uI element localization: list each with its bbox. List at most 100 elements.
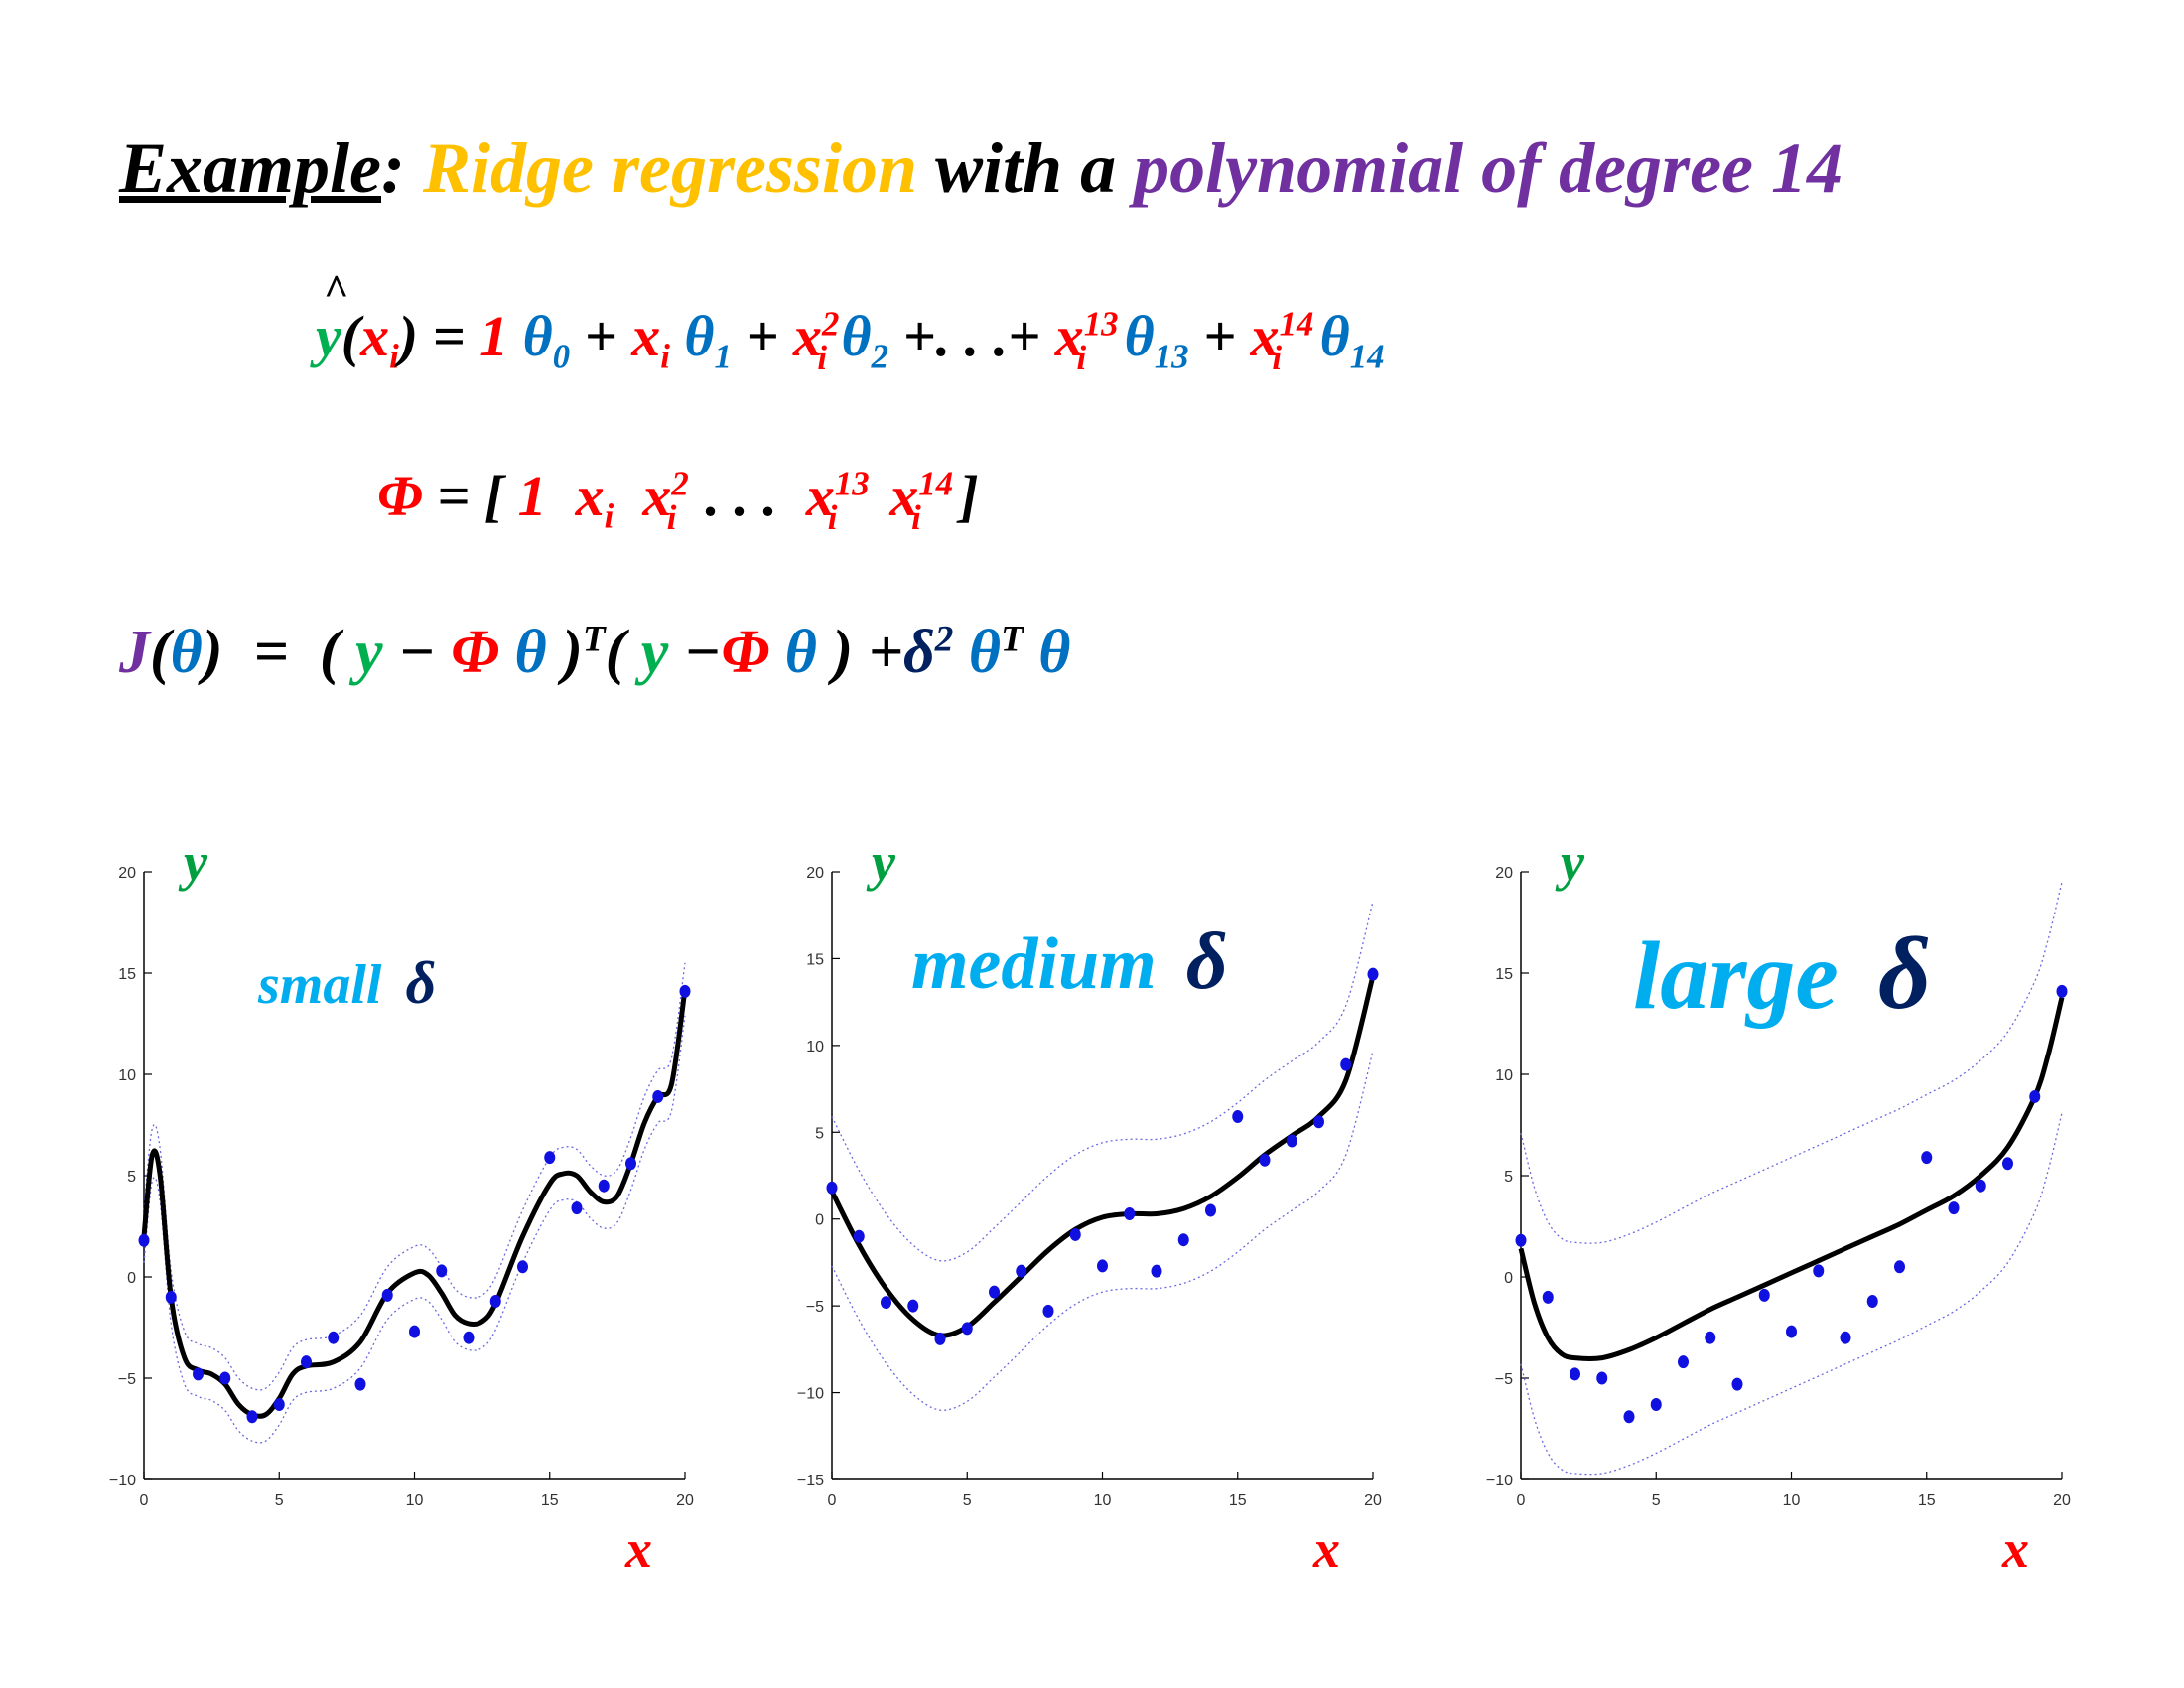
data-point (1069, 1227, 1081, 1241)
transpose-T: T (1001, 619, 1024, 660)
regularization-word: small (257, 954, 382, 1016)
lower-band (831, 1050, 1374, 1411)
x-tick-label: 10 (1783, 1492, 1801, 1509)
data-point (301, 1355, 312, 1369)
chart-panel-1: −10 −5 0 5 10 15 20 0 5 10 15 20 y x small δ (109, 832, 694, 1579)
data-point (436, 1264, 448, 1278)
y-tick-label: 5 (815, 1125, 824, 1142)
cost-equals: = (253, 619, 289, 686)
y-tick-label: 0 (127, 1270, 136, 1287)
data-point (1921, 1151, 1933, 1165)
cost-phi: Φ (721, 619, 770, 686)
cost-delta: δ (902, 619, 935, 686)
data-point (1151, 1264, 1162, 1278)
data-point (2029, 1089, 2041, 1103)
phi-equation: Φ = [ 1 xi x2i . . . x13i x14i ] (377, 463, 979, 537)
x-sup-13: 13 (1083, 304, 1119, 344)
lower-band (1520, 1112, 2063, 1476)
y-hat: y (316, 265, 348, 369)
data-point (1016, 1264, 1027, 1278)
title-with-a: with a (935, 128, 1117, 208)
data-point (1232, 1110, 1244, 1124)
cost-minus: − (683, 619, 722, 686)
data-point (2056, 984, 2068, 998)
data-point (1678, 1355, 1689, 1369)
data-point (328, 1331, 340, 1344)
paren-close: ) (832, 619, 854, 686)
plus-sign: + (1008, 304, 1041, 368)
regularization-word: medium (911, 923, 1157, 1005)
cost-theta: θ (170, 619, 203, 686)
upper-band (831, 901, 1374, 1262)
x-tick-label: 15 (541, 1492, 559, 1509)
data-point (961, 1322, 973, 1336)
x-term: x (1250, 304, 1280, 368)
data-point (1177, 1233, 1189, 1247)
data-point (1205, 1203, 1216, 1217)
y-tick-label: 15 (806, 951, 824, 968)
data-point (1340, 1057, 1352, 1071)
x-tick-label: 15 (1229, 1492, 1247, 1509)
cost-y: y (640, 619, 669, 686)
x-tick-label: 5 (275, 1492, 284, 1509)
x-axis-label: x (624, 1519, 652, 1579)
theta-0: θ (522, 304, 553, 368)
data-point (826, 1181, 838, 1195)
data-point (273, 1398, 285, 1412)
y-tick-label: 15 (118, 966, 136, 983)
data-point (1570, 1367, 1580, 1381)
y-tick-label: 5 (127, 1169, 136, 1186)
data-point (1515, 1233, 1527, 1247)
cost-J: J (119, 619, 150, 686)
y-tick-label: 20 (1495, 865, 1513, 882)
data-point (652, 1089, 664, 1103)
cost-theta: θ (514, 619, 547, 686)
data-point (1596, 1371, 1608, 1385)
paren-close: ) (202, 619, 223, 686)
theta-sub-1: 1 (714, 337, 732, 376)
y-axis-label: y (1555, 832, 1585, 892)
data-point (881, 1296, 891, 1310)
fit-curve (141, 988, 688, 1419)
data-point (1786, 1325, 1797, 1338)
x-term: x (792, 304, 822, 368)
x-sup-14: 14 (1279, 304, 1314, 344)
plus-sign: + (746, 304, 779, 368)
data-point (1313, 1115, 1324, 1129)
theta-14: θ (1319, 304, 1350, 368)
x-tick-label: 5 (963, 1492, 972, 1509)
plus-sign: + (584, 304, 617, 368)
data-point (381, 1288, 393, 1302)
data-point (517, 1260, 528, 1274)
y-tick-label: −15 (797, 1473, 824, 1489)
x-sub-i: i (1272, 339, 1283, 377)
theta-sub-0: 0 (552, 337, 571, 376)
cost-theta: θ (784, 619, 817, 686)
cost-phi: Φ (451, 619, 500, 686)
x-tick-label: 20 (1364, 1492, 1382, 1509)
data-point (1367, 967, 1379, 981)
y-tick-label: 20 (118, 865, 136, 882)
title-example: Example (119, 128, 381, 208)
theta-13: θ (1124, 304, 1155, 368)
data-point (246, 1410, 258, 1424)
y-tick-label: −10 (1486, 1473, 1513, 1489)
plus-sign: + (902, 304, 936, 368)
data-point (1948, 1201, 1960, 1215)
data-point (907, 1299, 919, 1313)
theta-sub-2: 2 (871, 337, 889, 376)
prediction-equation: y(xi) = 1 θ0 + xi θ1 + x2i θ2 +. . .+ x1… (316, 265, 1385, 377)
data-point (1286, 1134, 1297, 1148)
cost-equation: J(θ) = ( y − Φ θ )T( y −Φ θ ) +δ2 θT θ (119, 618, 1070, 688)
data-point (1705, 1331, 1716, 1344)
data-point (165, 1290, 177, 1304)
data-point (544, 1151, 556, 1165)
y-tick-label: −5 (806, 1299, 824, 1316)
constant-one: 1 (479, 304, 509, 368)
transpose-T: T (582, 619, 606, 660)
data-point (138, 1233, 150, 1247)
x-tick-label: 20 (676, 1492, 694, 1509)
data-point (219, 1371, 231, 1385)
data-point (354, 1377, 366, 1391)
lower-band (143, 1015, 686, 1444)
